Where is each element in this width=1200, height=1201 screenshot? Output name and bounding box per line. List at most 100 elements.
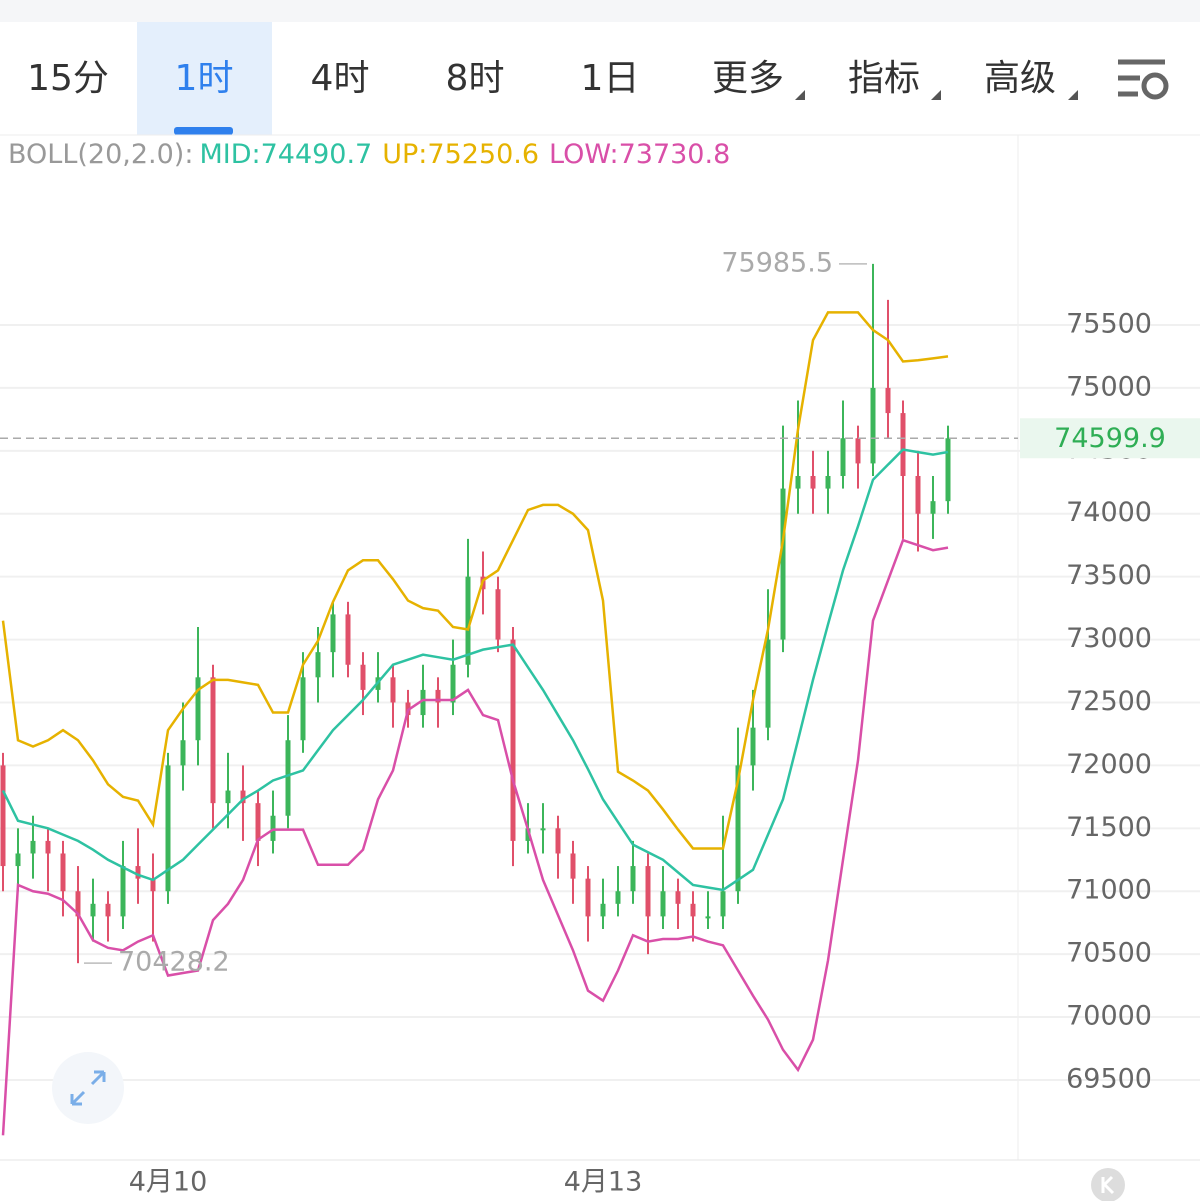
tab-underline [174, 127, 233, 135]
tab[interactable]: 更多 [712, 58, 784, 99]
candle-body [660, 891, 666, 917]
logo [1091, 1168, 1125, 1201]
candle-body [195, 677, 201, 741]
candle-body [720, 891, 726, 917]
candle-body [90, 903, 96, 917]
candle-body [345, 614, 351, 665]
candle-body [600, 903, 606, 917]
band-line [1, 311, 949, 850]
expand-button[interactable] [52, 1052, 124, 1124]
x-tick-label: 4月10 [129, 1167, 208, 1198]
band-line [1, 448, 949, 892]
candle-body [915, 475, 921, 514]
y-tick-label: 75500 [1066, 309, 1152, 340]
logo-mark [1101, 1175, 1115, 1195]
x-tick-label: 4月13 [564, 1167, 643, 1198]
candle-body [945, 438, 951, 502]
max-label: 75985.5 [721, 247, 833, 278]
candle-body [75, 891, 81, 917]
last-price-label: 74599.9 [1054, 423, 1166, 454]
legend-entry: LOW:73730.8 [549, 139, 730, 170]
tab[interactable]: 1时 [175, 58, 234, 99]
candle-body [690, 903, 696, 917]
candle-body [585, 878, 591, 917]
y-tick-label: 73500 [1066, 560, 1152, 591]
y-tick-label: 70000 [1066, 1001, 1152, 1032]
status-strip [0, 0, 1200, 22]
candle-body [750, 727, 756, 766]
candle-body [180, 740, 186, 766]
candle-body [330, 614, 336, 653]
candle-body [840, 438, 846, 476]
tab-highlight [137, 22, 272, 135]
candle-body [810, 475, 816, 489]
tabs: 15分 1时 4时 8时 1日 更多 指标 高级 [27, 58, 1056, 99]
y-tick-label: 70500 [1066, 938, 1152, 969]
y-tick-label: 73000 [1066, 623, 1152, 654]
candle-body [525, 828, 531, 841]
candle-body [540, 828, 546, 831]
dropdown-arrows [795, 90, 1078, 100]
candle-body [60, 853, 66, 892]
candle-body [675, 891, 681, 904]
candle-body [630, 866, 636, 892]
tab[interactable]: 15分 [27, 58, 109, 99]
tab[interactable]: 指标 [848, 58, 920, 99]
band-line [1, 538, 949, 1136]
candle-body [390, 677, 396, 703]
tab[interactable]: 4时 [311, 58, 370, 99]
candle-body [285, 740, 291, 816]
legend-entry: MID:74490.7 [199, 139, 372, 170]
legend: BOLL(20,2.0): MID:74490.7 UP:75250.6 LOW:73… [8, 139, 730, 170]
candle-body [795, 475, 801, 489]
candle-body [765, 639, 771, 728]
candle-body [165, 765, 171, 892]
candle-body [315, 652, 321, 678]
grid: 69500 70000 70500 71000 71500 72000 72500 73000… [0, 309, 1200, 1198]
candle-body [510, 639, 516, 841]
candle-body [150, 878, 156, 892]
y-tick-label: 71000 [1066, 875, 1152, 906]
tab[interactable]: 8时 [446, 58, 505, 99]
candle-body [0, 765, 6, 867]
candle-body [900, 413, 906, 476]
plot: 75985.5 70428.2 74599.9 [0, 247, 1200, 1136]
candle-body [855, 438, 861, 464]
last-price-box [1020, 418, 1200, 459]
candle-body [735, 765, 741, 892]
y-tick-label: 72500 [1066, 686, 1152, 717]
candle-body [225, 790, 231, 804]
candle-body [30, 840, 36, 854]
candle-body [825, 475, 831, 489]
candle-body [300, 677, 306, 741]
candle-body [885, 387, 891, 414]
candle-body [705, 916, 711, 919]
candle-body [135, 866, 141, 879]
y-tick-label: 75000 [1066, 371, 1152, 402]
candle-body [105, 903, 111, 917]
candle-body [780, 488, 786, 640]
candle-body [615, 891, 621, 904]
candle-body [420, 689, 426, 716]
y-tick-label: 71500 [1066, 812, 1152, 843]
candle-body [120, 866, 126, 917]
y-tick-label: 69500 [1066, 1063, 1152, 1094]
candle-body [15, 853, 21, 867]
candle-body [45, 840, 51, 854]
y-tick-label: 74000 [1066, 497, 1152, 528]
tab[interactable]: 高级 [984, 58, 1056, 99]
candle-body [465, 576, 471, 665]
candle-body [255, 803, 261, 841]
candle-body [570, 853, 576, 879]
expand-icon [70, 1070, 106, 1106]
candle-body [240, 790, 246, 804]
candle-body [495, 589, 501, 640]
tab[interactable]: 1日 [581, 58, 640, 99]
candle-body [870, 387, 876, 464]
candle-body [270, 815, 276, 841]
indicator-label: BOLL(20,2.0): [8, 139, 193, 170]
candle-body [555, 828, 561, 854]
settings-icon[interactable] [1118, 59, 1169, 100]
candle-body [645, 866, 651, 917]
